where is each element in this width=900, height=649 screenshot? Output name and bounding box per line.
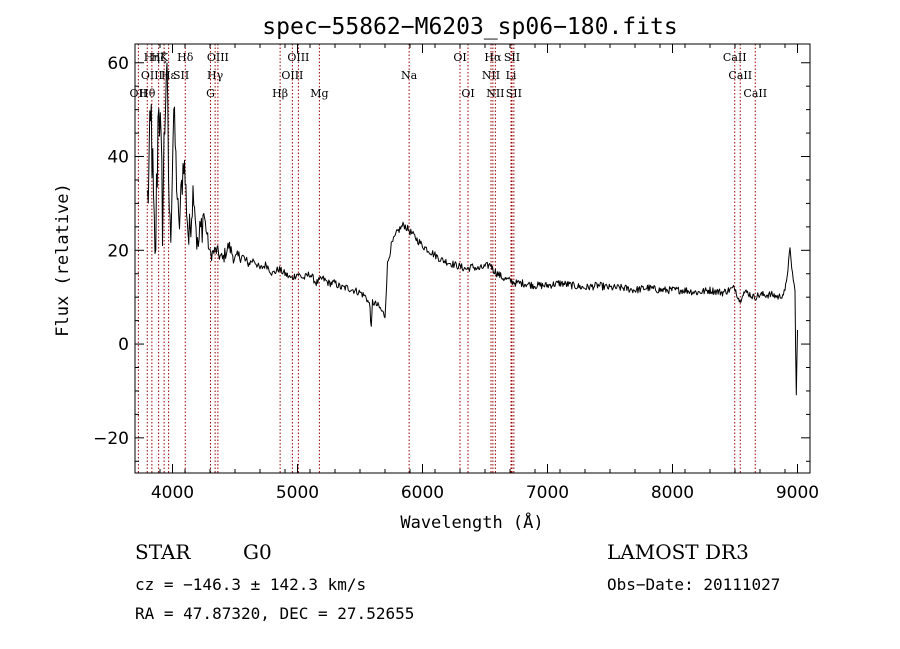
object-class: STAR [135, 540, 191, 564]
spectral-line-label: Hδ [177, 51, 194, 64]
spectral-line-label: SII [173, 69, 189, 82]
x-tick-label: 9000 [776, 483, 819, 503]
object-subclass: G0 [243, 540, 272, 564]
x-tick-label: 7000 [526, 483, 569, 503]
spectral-line-label: Mg [310, 87, 328, 100]
spectral-line-label: CaII [743, 87, 767, 100]
spectral-line-label: CaII [723, 51, 747, 64]
chart-title: spec−55862−M6203_sp06−180.fits [262, 14, 677, 40]
spectral-line-label: NII [482, 69, 500, 82]
spectral-line-label: Na [401, 69, 418, 82]
plot-frame [134, 43, 811, 474]
spectral-line-label: OI [453, 51, 466, 64]
spectral-line-label: Hη [144, 51, 160, 64]
spectral-line-label: Hθ [139, 87, 156, 100]
spectral-line-label: Hζ [151, 51, 167, 64]
spectral-line-label: OIII [141, 69, 163, 82]
spectral-line-label: OIII [207, 51, 229, 64]
y-tick-label: 40 [107, 148, 129, 168]
spectral-line-label: Hε [161, 69, 177, 82]
spectral-line-label: SII [504, 51, 520, 64]
y-axis-label: Flux (relative) [53, 183, 73, 337]
spectral-line-label: NII [486, 87, 504, 100]
coordinates: RA = 47.87320, DEC = 27.52655 [135, 604, 415, 623]
y-tick-label: −20 [93, 429, 129, 449]
spectral-line-label: Hγ [207, 69, 224, 82]
spectral-line-label: Hα [484, 51, 502, 64]
x-tick-label: 5000 [276, 483, 319, 503]
x-tick-label: 6000 [401, 483, 444, 503]
spectral-line-label: OI [461, 87, 474, 100]
x-tick-label: 8000 [651, 483, 694, 503]
spectrum-line [147, 62, 798, 396]
x-axis-label: Wavelength (Å) [400, 511, 543, 533]
x-tick-label: 4000 [151, 483, 194, 503]
spectral-line-label: SII [506, 87, 522, 100]
spectral-line-label: OIII [281, 69, 303, 82]
spectral-line-label: K [160, 51, 169, 64]
y-tick-label: 60 [107, 54, 129, 74]
survey-name: LAMOST DR3 [607, 540, 749, 564]
spectral-line-label: OIII [287, 51, 309, 64]
y-tick-label: 0 [118, 335, 129, 355]
spectral-line-label: OII [130, 87, 148, 100]
observation-date: Obs−Date: 20111027 [607, 575, 781, 594]
y-tick-label: 20 [107, 241, 129, 261]
spectral-line-label: G [206, 87, 215, 100]
redshift-cz: cz = −146.3 ± 142.3 km/s [135, 575, 367, 594]
spectral-line-label: Hβ [272, 87, 288, 100]
spectral-line-label: CaII [728, 69, 752, 82]
spectral-line-label: Li [506, 69, 517, 82]
